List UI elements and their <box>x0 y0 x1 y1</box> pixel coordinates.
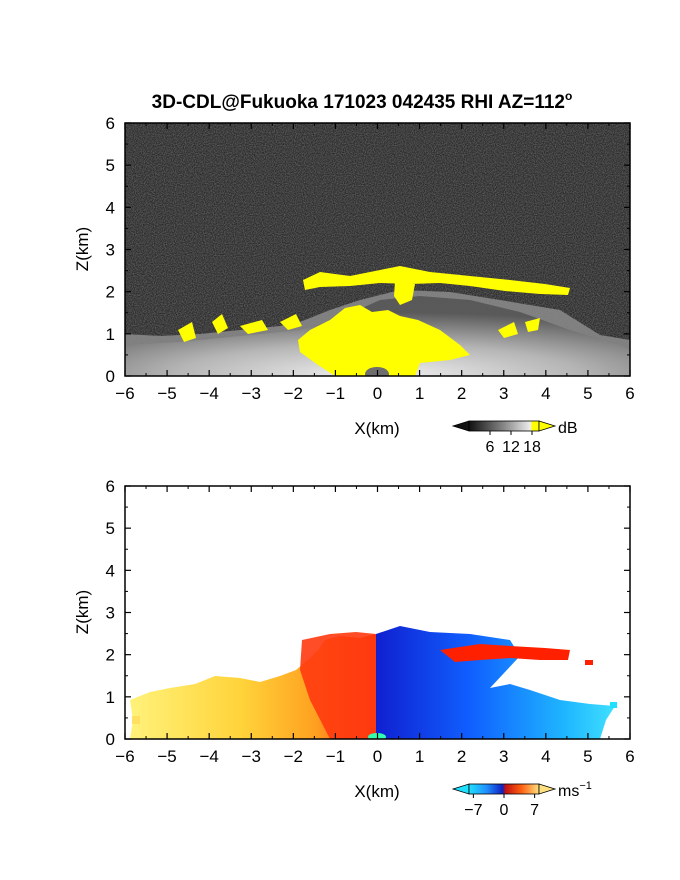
backscatter-colorbar-unit: dB <box>558 420 578 437</box>
velocity-xtick-label: 1 <box>415 747 424 766</box>
yellow-fleck-right-2 <box>525 318 540 332</box>
velocity-ytick-label: 3 <box>106 604 115 623</box>
velocity-colorbar-tick-label: 7 <box>530 802 539 819</box>
backscatter-xtick-label: −1 <box>326 384 345 403</box>
velocity-colorbar-tick-label: 0 <box>500 802 509 819</box>
velocity-colorbar-ticks: −7 0 7 <box>464 794 539 819</box>
velocity-ytick-label: 5 <box>106 519 115 538</box>
velocity-ytick-label: 6 <box>106 477 115 496</box>
velocity-xtick-label: −5 <box>157 747 176 766</box>
yellow-layer-streamer-1 <box>394 282 415 305</box>
velocity-colorbar-min-arrow <box>451 783 470 795</box>
velocity-xtick-label: 3 <box>499 747 508 766</box>
backscatter-xtick-label: 3 <box>499 384 508 403</box>
yellow-fleck-left-1 <box>178 322 196 342</box>
velocity-ylabel: Z(km) <box>73 590 92 634</box>
backscatter-xtick-label: −2 <box>284 384 303 403</box>
backscatter-colorbar: dB 6 12 18 <box>451 420 578 456</box>
backscatter-xtick-label: 0 <box>373 384 382 403</box>
velocity-positive-core <box>300 632 377 739</box>
velocity-fleck-1 <box>585 660 593 665</box>
velocity-ytick-label: 4 <box>106 561 115 580</box>
velocity-xtick-label: −3 <box>242 747 261 766</box>
backscatter-ylabel: Z(km) <box>73 227 92 271</box>
yellow-fleck-left-4 <box>280 314 302 330</box>
yellow-core <box>298 305 470 376</box>
backscatter-ytick-label: 3 <box>106 241 115 260</box>
backscatter-ytick-label: 2 <box>106 283 115 302</box>
velocity-xtick-label: −1 <box>326 747 345 766</box>
backscatter-colorbar-min-arrow <box>451 420 470 432</box>
backscatter-xtick-label: 4 <box>541 384 550 403</box>
backscatter-xtick-label: 1 <box>415 384 424 403</box>
velocity-xtick-label: 6 <box>625 747 634 766</box>
velocity-xtick-label: −4 <box>199 747 218 766</box>
velocity-axes: −6 −5 −4 −3 −2 −1 0 1 2 3 4 5 6 0 1 2 3 4 5 6 <box>106 477 635 766</box>
backscatter-xtick-label: −6 <box>115 384 134 403</box>
velocity-ytick-label: 1 <box>106 688 115 707</box>
velocity-xtick-label: 4 <box>541 747 550 766</box>
yellow-elevated-layer <box>303 266 570 295</box>
velocity-colorbar: ms−1 −7 0 7 <box>451 780 592 819</box>
velocity-fleck-3 <box>610 702 617 708</box>
backscatter-xlabel: X(km) <box>354 419 399 438</box>
backscatter-colorbar-ticks: 6 12 18 <box>486 431 541 456</box>
velocity-colorbar-max-arrow <box>538 783 557 795</box>
backscatter-xtick-label: −4 <box>199 384 218 403</box>
velocity-ytick-label: 2 <box>106 646 115 665</box>
yellow-fleck-right-1 <box>498 322 518 338</box>
velocity-colorbar-bar <box>468 783 540 795</box>
velocity-ytick-label: 0 <box>106 730 115 749</box>
backscatter-xtick-label: 5 <box>583 384 592 403</box>
backscatter-colorbar-tick-label: 18 <box>523 439 541 456</box>
velocity-panel: −6 −5 −4 −3 −2 −1 0 1 2 3 4 5 6 0 1 2 3 4 5 6 X(km) Z(km) m… <box>73 477 635 819</box>
backscatter-ytick-label: 1 <box>106 325 115 344</box>
velocity-colorbar-unit: ms−1 <box>558 780 592 800</box>
backscatter-ytick-label: 0 <box>106 367 115 386</box>
velocity-red-top-layer <box>440 644 570 662</box>
backscatter-xtick-label: −5 <box>157 384 176 403</box>
backscatter-ytick-label: 5 <box>106 156 115 175</box>
backscatter-axes: −6 −5 −4 −3 −2 −1 0 1 2 3 4 5 6 0 1 2 3 4 5 6 <box>106 114 635 403</box>
figure-title: 3D-CDL@Fukuoka 171023 042435 RHI AZ=112o <box>152 89 573 113</box>
velocity-negative-region <box>376 626 615 739</box>
yellow-fleck-left-3 <box>240 320 268 334</box>
velocity-xtick-label: −2 <box>284 747 303 766</box>
backscatter-xtick-label: 6 <box>625 384 634 403</box>
backscatter-xtick-label: −3 <box>242 384 261 403</box>
velocity-xtick-label: 2 <box>457 747 466 766</box>
backscatter-colorbar-bar <box>468 420 540 432</box>
velocity-xtick-label: 0 <box>373 747 382 766</box>
backscatter-xtick-label: 2 <box>457 384 466 403</box>
velocity-colorbar-tick-label: −7 <box>464 802 482 819</box>
velocity-xlabel: X(km) <box>354 782 399 801</box>
yellow-fleck-left-2 <box>212 314 228 334</box>
backscatter-ytick-label: 4 <box>106 198 115 217</box>
velocity-fleck-2 <box>132 716 140 724</box>
backscatter-colorbar-tick-label: 12 <box>502 439 520 456</box>
backscatter-colorbar-max-arrow <box>538 420 557 432</box>
backscatter-colorbar-tick-label: 6 <box>486 439 495 456</box>
backscatter-ytick-label: 6 <box>106 114 115 133</box>
velocity-xtick-label: 5 <box>583 747 592 766</box>
velocity-xtick-label: −6 <box>115 747 134 766</box>
